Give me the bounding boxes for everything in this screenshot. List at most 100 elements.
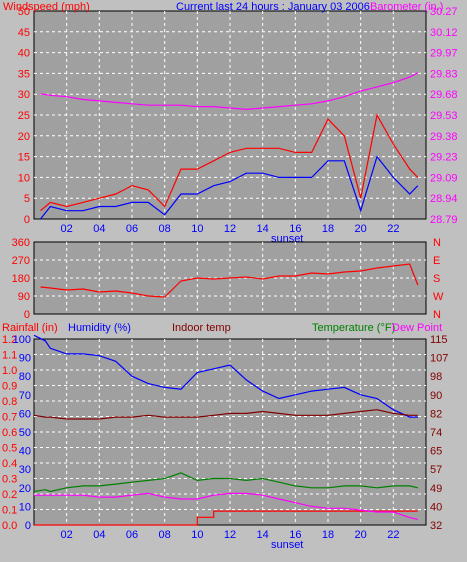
temperature-tick-label: 57 [430, 464, 442, 476]
chart-title: Current last 24 hours : January 03 2006 [176, 1, 370, 13]
compass-tick-label: N [433, 309, 441, 321]
direction-tick-label: 360 [12, 237, 30, 249]
direction-y-axis: 0 90 180 270 360 [12, 237, 30, 321]
barometer-tick-label: 30.27 [430, 6, 458, 18]
hour-tick-label: 18 [322, 529, 334, 541]
hour-tick-label: 22 [387, 223, 399, 235]
wind-series [40, 72, 419, 220]
hour-tick-label: 06 [126, 223, 138, 235]
temperature-line [33, 472, 418, 493]
barometer-tick-label: 29.23 [430, 152, 458, 164]
wind-tick-label: 5 [24, 193, 30, 205]
wind-tick-label: 0 [24, 214, 30, 226]
temperature-tick-label: 32 [430, 520, 442, 532]
compass-tick-label: S [433, 273, 440, 285]
dewpoint-line [34, 492, 418, 520]
humidity-tick-label: 70 [19, 390, 31, 402]
windspeed-line [40, 113, 419, 212]
hour-tick-label: 18 [322, 223, 334, 235]
hour-tick-label: 04 [93, 223, 105, 235]
dewpoint-label: Dew Point [392, 322, 442, 334]
wind-average-line [40, 155, 419, 220]
rain-tick-label: 0.9 [2, 381, 17, 393]
wind-y-axis: 0 5 10 15 20 25 30 35 40 45 50 [18, 6, 30, 226]
hour-tick-label: 04 [93, 529, 105, 541]
wind-tick-label: 15 [18, 152, 30, 164]
compass-tick-label: W [433, 291, 444, 303]
direction-series [40, 263, 419, 298]
temperature-tick-label: 49 [430, 483, 442, 495]
hour-tick-label: 20 [355, 529, 367, 541]
wind-tick-label: 30 [18, 89, 30, 101]
hour-tick-label: 06 [126, 529, 138, 541]
sunset-label: sunset [271, 539, 303, 551]
barometer-tick-label: 29.83 [430, 68, 458, 80]
temperature-tick-label: 74 [430, 427, 442, 439]
rainfall-label: Rainfall (in) [2, 322, 58, 334]
temp-gridlines [34, 339, 426, 525]
humidity-tick-label: 10 [19, 501, 31, 513]
wind-tick-label: 20 [18, 131, 30, 143]
direction-tick-label: 270 [12, 255, 30, 267]
hour-tick-label: 14 [257, 529, 269, 541]
direction-tick-label: 180 [12, 273, 30, 285]
rain-tick-label: 0.2 [2, 489, 17, 501]
rain-tick-label: 0.1 [2, 505, 17, 517]
rain-tick-label: 0.8 [2, 396, 17, 408]
direction-gridlines [34, 242, 426, 314]
rain-tick-label: 1.2 [2, 334, 17, 346]
hour-tick-label: 20 [355, 223, 367, 235]
humidity-tick-label: 80 [19, 371, 31, 383]
barometer-tick-label: 28.94 [430, 193, 458, 205]
rain-tick-label: 0.7 [2, 412, 17, 424]
barometer-tick-label: 30.12 [430, 27, 458, 39]
barometer-y-axis: 28.79 28.94 29.09 29.23 29.38 29.53 29.68 29.83… [430, 6, 458, 226]
temperature-tick-label: 98 [430, 371, 442, 383]
hour-tick-label: 14 [257, 223, 269, 235]
temperature-tick-label: 115 [430, 334, 448, 346]
wind-tick-label: 50 [18, 6, 30, 18]
temperature-tick-label: 65 [430, 446, 442, 458]
temperature-tick-label: 40 [430, 501, 442, 513]
barometer-tick-label: 29.38 [430, 131, 458, 143]
barometer-tick-label: 29.97 [430, 48, 458, 60]
compass-tick-label: N [433, 237, 441, 249]
rain-y-axis: 0.0 0.1 0.2 0.3 0.4 0.5 0.6 0.7 0.8 0.9 1.0 1.1 1.2 [2, 334, 17, 532]
humidity-tick-label: 0 [25, 520, 31, 532]
temperature-y-axis: 32 40 49 57 65 74 82 90 98 107 115 [430, 334, 448, 532]
humidity-tick-label: 100 [13, 334, 31, 346]
barometer-tick-label: 29.68 [430, 89, 458, 101]
hour-tick-label: 08 [159, 529, 171, 541]
temperature-tick-label: 90 [430, 390, 442, 402]
rain-tick-label: 0.0 [2, 520, 17, 532]
humidity-y-axis: 0 10 20 30 40 50 60 70 80 90 100 [13, 334, 31, 532]
humidity-line [33, 334, 418, 418]
hour-tick-label: 16 [289, 529, 301, 541]
hour-tick-label: 02 [61, 529, 73, 541]
direction-tick-label: 90 [18, 291, 30, 303]
hour-tick-label: 12 [224, 223, 236, 235]
hour-tick-label: 16 [289, 223, 301, 235]
rain-tick-label: 0.5 [2, 443, 17, 455]
humidity-tick-label: 40 [19, 446, 31, 458]
humidity-tick-label: 30 [19, 464, 31, 476]
rainfall-line [34, 510, 418, 526]
hour-tick-label: 02 [61, 223, 73, 235]
barometer-tick-label: 29.09 [430, 172, 458, 184]
direction-tick-label: 0 [24, 309, 30, 321]
rain-tick-label: 1.1 [2, 350, 17, 362]
temperature-tick-label: 107 [430, 353, 448, 365]
hour-tick-label: 10 [191, 223, 203, 235]
barometer-tick-label: 29.53 [430, 110, 458, 122]
wind-gridlines [34, 11, 426, 219]
humidity-tick-label: 60 [19, 408, 31, 420]
indoor-temp-line [33, 409, 418, 420]
direction-line [40, 263, 419, 298]
temp-series [33, 334, 418, 526]
temperature-tick-label: 82 [430, 408, 442, 420]
humidity-label: Humidity (%) [68, 322, 131, 334]
barometer-label: Barometer (in.) [370, 1, 443, 13]
